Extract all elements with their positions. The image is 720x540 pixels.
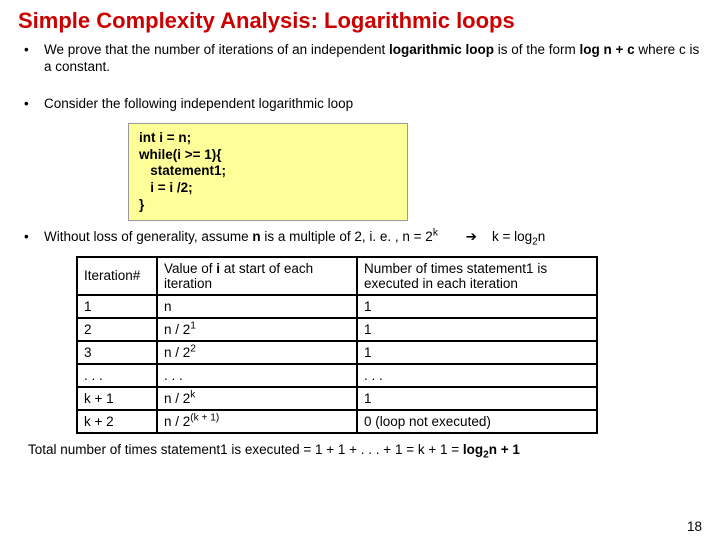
cell: n / 2(k + 1) — [157, 410, 357, 433]
text: k = log — [492, 229, 532, 244]
code-line: i = i /2; — [139, 180, 397, 197]
table-row: 3 n / 22 1 — [77, 341, 597, 364]
cell: 2 — [77, 318, 157, 341]
cell: n / 21 — [157, 318, 357, 341]
superscript: k — [433, 228, 438, 239]
code-line: } — [139, 197, 397, 214]
bold: log n + c — [580, 42, 635, 57]
bullet-1-text: We prove that the number of iterations o… — [44, 42, 702, 76]
slide-title: Simple Complexity Analysis: Logarithmic … — [18, 8, 702, 34]
cell: 1 — [357, 318, 597, 341]
superscript: 2 — [190, 343, 196, 354]
col-value-i: Value of i at start of each iteration — [157, 257, 357, 295]
page-number: 18 — [687, 519, 702, 534]
superscript: 1 — [190, 320, 196, 331]
cell: n / 2k — [157, 387, 357, 410]
arrow-icon: ➔ — [466, 229, 477, 244]
text: Total number of times statement1 is exec… — [28, 442, 463, 457]
text: Value of — [164, 261, 216, 276]
table-row: 2 n / 21 1 — [77, 318, 597, 341]
text: n / 2 — [164, 345, 190, 360]
cell: k + 2 — [77, 410, 157, 433]
bullet-3: • Without loss of generality, assume n i… — [18, 229, 702, 246]
cell: 0 (loop not executed) — [357, 410, 597, 433]
col-iteration: Iteration# — [77, 257, 157, 295]
bullet-1: • We prove that the number of iterations… — [18, 42, 702, 76]
bullet-2: • Consider the following independent log… — [18, 96, 702, 113]
bullet-3-text: Without loss of generality, assume n is … — [44, 229, 702, 246]
cell: k + 1 — [77, 387, 157, 410]
bold: n — [252, 229, 260, 244]
slide: Simple Complexity Analysis: Logarithmic … — [0, 0, 720, 540]
cell: n — [157, 295, 357, 318]
bullet-marker: • — [18, 96, 44, 113]
bullet-marker: • — [18, 42, 44, 59]
text: n / 2 — [164, 414, 190, 429]
text: is a multiple of 2, i. e. , n = 2 — [261, 229, 433, 244]
table-row: k + 1 n / 2k 1 — [77, 387, 597, 410]
cell: 1 — [77, 295, 157, 318]
text: . . . — [164, 368, 183, 383]
cell: 1 — [357, 387, 597, 410]
cell: n / 22 — [157, 341, 357, 364]
table-row: k + 2 n / 2(k + 1) 0 (loop not executed) — [77, 410, 597, 433]
text: We prove that the number of iterations o… — [44, 42, 389, 57]
bullet-marker: • — [18, 229, 44, 246]
table-row: . . . . . . . . . — [77, 364, 597, 387]
text: n / 2 — [164, 322, 190, 337]
superscript: (k + 1) — [190, 412, 219, 423]
text: n — [538, 229, 546, 244]
cell: . . . — [77, 364, 157, 387]
code-block: int i = n; while(i >= 1){ statement1; i … — [128, 123, 408, 221]
bold: n + 1 — [489, 442, 520, 457]
code-line: while(i >= 1){ — [139, 147, 397, 164]
bold: logarithmic loop — [389, 42, 494, 57]
text: Without loss of generality, assume — [44, 229, 252, 244]
cell: . . . — [157, 364, 357, 387]
table-row: 1 n 1 — [77, 295, 597, 318]
k-equals: ➔ k = log2n — [466, 229, 546, 246]
cell: 1 — [357, 341, 597, 364]
iteration-table-wrap: Iteration# Value of i at start of each i… — [76, 256, 702, 434]
text: n — [164, 299, 172, 314]
cell: . . . — [357, 364, 597, 387]
bullet-2-text: Consider the following independent logar… — [44, 96, 702, 113]
bold: log — [463, 442, 483, 457]
text: n / 2 — [164, 391, 190, 406]
code-line: int i = n; — [139, 130, 397, 147]
col-exec-count: Number of times statement1 is executed i… — [357, 257, 597, 295]
text: is of the form — [494, 42, 580, 57]
code-line: statement1; — [139, 163, 397, 180]
cell: 3 — [77, 341, 157, 364]
table-header-row: Iteration# Value of i at start of each i… — [77, 257, 597, 295]
iteration-table: Iteration# Value of i at start of each i… — [76, 256, 598, 434]
summary-line: Total number of times statement1 is exec… — [28, 442, 702, 457]
superscript: k — [190, 389, 195, 400]
cell: 1 — [357, 295, 597, 318]
